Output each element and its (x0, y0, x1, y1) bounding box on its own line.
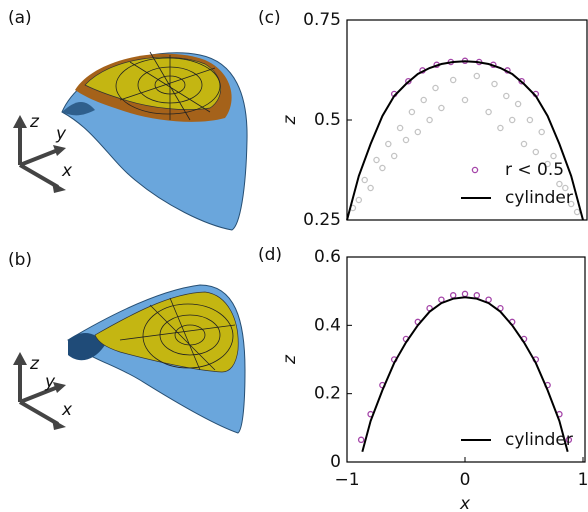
data-point (367, 184, 374, 192)
data-point (526, 116, 534, 124)
data-point (508, 116, 516, 124)
legend-swatch (471, 166, 479, 174)
legend-label: cylinder (505, 430, 573, 450)
x-axis-label: x (459, 494, 471, 512)
data-point (497, 124, 504, 132)
data-point (373, 156, 380, 164)
data-point (556, 180, 563, 188)
axis-label-3d: y (55, 124, 67, 144)
x-tick-label: 1 (578, 470, 588, 490)
data-point (473, 292, 481, 299)
data-point (532, 148, 540, 156)
legend-label: cylinder (505, 188, 573, 208)
data-point (390, 152, 398, 160)
y-axis-label: z (280, 114, 300, 125)
surface-a (61, 51, 248, 231)
panel-label: (c) (258, 8, 281, 28)
data-point (550, 152, 557, 160)
data-point (514, 100, 522, 108)
panel-label: (b) (8, 250, 32, 270)
y-tick-label: 0.5 (314, 110, 341, 130)
data-point (426, 116, 433, 124)
y-axis-label: z (280, 354, 300, 365)
data-point (432, 84, 439, 92)
data-point (379, 164, 386, 172)
y-tick-label: 0.6 (314, 247, 341, 267)
data-point (420, 96, 427, 104)
x-tick-label: 0 (460, 470, 471, 490)
curve (361, 296, 569, 453)
axis-label-3d: x (61, 161, 73, 181)
data-point (449, 76, 457, 84)
data-point (518, 77, 525, 85)
data-point (405, 77, 412, 85)
panel-label: (d) (258, 245, 282, 265)
y-tick-label: 0 (330, 452, 341, 472)
plots: (c) 0.25 0.5 0.75 z r < 0.5 cylinder (d) 0 0.2 0.4… (258, 8, 588, 512)
y-tick-label: 0.4 (314, 315, 341, 335)
data-point (565, 436, 573, 444)
y-tick-label: 0.75 (303, 10, 341, 30)
data-point (355, 196, 363, 204)
data-point (402, 136, 410, 144)
axis-label-3d: y (44, 372, 56, 392)
data-point (357, 436, 365, 444)
x-tick-label: −1 (334, 470, 359, 490)
data-point (361, 176, 368, 184)
data-point (485, 108, 492, 116)
y-tick-label: 0.25 (303, 210, 341, 230)
curve (346, 60, 584, 221)
data-point (562, 184, 569, 192)
data-point (503, 92, 510, 100)
axis-label-3d: x (61, 400, 73, 420)
axis-triad (18, 125, 60, 426)
data-point (567, 200, 575, 208)
data-point (473, 72, 481, 80)
y-tick-label: 0.2 (314, 384, 341, 404)
axis-label-3d: z (29, 354, 40, 374)
data-point (385, 140, 392, 148)
data-point (544, 160, 551, 168)
legend-label: r < 0.5 (505, 160, 564, 180)
data-point (520, 140, 528, 148)
data-point (449, 292, 457, 299)
data-point (538, 128, 545, 136)
plot-frame (346, 256, 586, 463)
data-point (461, 96, 469, 104)
axis-label-3d: z (29, 112, 40, 132)
surface-b (67, 284, 246, 434)
data-point (438, 104, 445, 112)
data-point (491, 80, 498, 88)
data-point (414, 128, 422, 136)
panel-label: (a) (8, 8, 32, 28)
data-point (573, 208, 581, 216)
data-point (396, 124, 404, 132)
axis-arrowheads (13, 115, 66, 430)
data-point (408, 108, 416, 116)
data-point (461, 290, 469, 298)
